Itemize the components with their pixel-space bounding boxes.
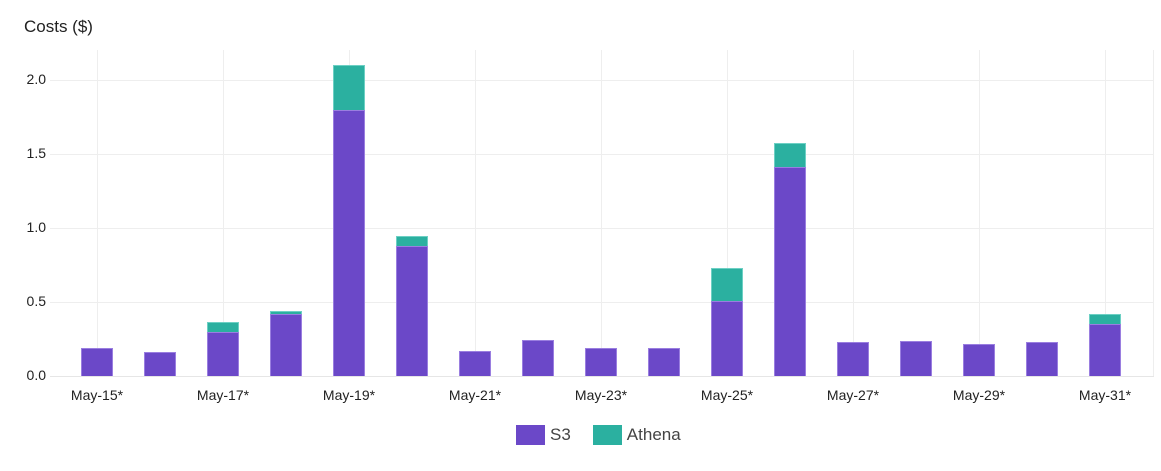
gridline-y-3	[50, 154, 1154, 155]
bar-May-16[interactable]	[144, 50, 176, 376]
x-tick-label: May-25*	[700, 387, 754, 403]
bar-May-25[interactable]	[711, 50, 743, 376]
legend-label: Athena	[626, 425, 681, 444]
bar-May-23[interactable]	[585, 50, 617, 376]
bar-May-20[interactable]	[396, 50, 428, 376]
bar-May-17[interactable]	[207, 50, 239, 376]
bar-segment-s3[interactable]	[1089, 324, 1121, 376]
legend-swatch	[592, 425, 622, 445]
x-tick-label: May-31*	[1078, 387, 1132, 403]
bar-segment-athena[interactable]	[711, 267, 743, 301]
x-tick-label: May-29*	[952, 387, 1006, 403]
gridline-x	[1105, 50, 1106, 376]
bar-May-19[interactable]	[333, 50, 365, 376]
bar-segment-s3[interactable]	[585, 347, 617, 376]
gridline-x	[601, 50, 602, 376]
bar-May-21[interactable]	[459, 50, 491, 376]
gridline-x	[97, 50, 98, 376]
legend: S3 Athena	[516, 425, 703, 445]
bar-segment-athena[interactable]	[1089, 313, 1121, 325]
gridline-x	[979, 50, 980, 376]
x-tick-label: May-27*	[826, 387, 880, 403]
y-tick-label: 0.0	[26, 367, 46, 383]
bar-May-26[interactable]	[774, 50, 806, 376]
bar-segment-s3[interactable]	[396, 245, 428, 376]
x-tick-label: May-17*	[196, 387, 250, 403]
bar-May-18[interactable]	[270, 50, 302, 376]
bar-May-29[interactable]	[963, 50, 995, 376]
bar-segment-s3[interactable]	[270, 313, 302, 376]
bar-segment-s3[interactable]	[711, 300, 743, 376]
bar-segment-s3[interactable]	[963, 344, 995, 376]
bar-May-30[interactable]	[1026, 50, 1058, 376]
bar-segment-s3[interactable]	[459, 350, 491, 376]
bar-segment-s3[interactable]	[1026, 341, 1058, 376]
bar-May-15[interactable]	[81, 50, 113, 376]
bar-May-22[interactable]	[522, 50, 554, 376]
legend-item-s3[interactable]: S3	[516, 425, 571, 445]
y-tick-label: 0.5	[26, 293, 46, 309]
gridline-y-1	[50, 302, 1154, 303]
gridline-y-2	[50, 228, 1154, 229]
x-tick-label: May-15*	[70, 387, 124, 403]
gridline-x	[223, 50, 224, 376]
bar-segment-s3[interactable]	[333, 109, 365, 376]
gridline-x	[853, 50, 854, 376]
legend-item-athena[interactable]: Athena	[592, 425, 681, 445]
bar-segment-s3[interactable]	[648, 347, 680, 376]
bar-segment-s3[interactable]	[81, 347, 113, 376]
legend-label: S3	[550, 425, 571, 444]
y-tick-label: 1.5	[26, 145, 46, 161]
bar-segment-s3[interactable]	[522, 339, 554, 376]
plot-area	[50, 50, 1154, 377]
bar-segment-athena[interactable]	[270, 310, 302, 314]
bar-segment-s3[interactable]	[207, 331, 239, 376]
x-tick-label: May-23*	[574, 387, 628, 403]
bar-segment-athena[interactable]	[333, 65, 365, 110]
bar-segment-s3[interactable]	[837, 341, 869, 376]
bar-segment-s3[interactable]	[774, 167, 806, 376]
bar-segment-athena[interactable]	[774, 142, 806, 168]
bar-segment-athena[interactable]	[207, 321, 239, 332]
chart-title: Costs ($)	[24, 17, 93, 36]
legend-swatch	[516, 425, 545, 445]
bar-May-31[interactable]	[1089, 50, 1121, 376]
bar-segment-athena[interactable]	[396, 236, 428, 246]
bar-segment-s3[interactable]	[144, 352, 176, 376]
gridline-y-4	[50, 80, 1154, 81]
bar-May-27[interactable]	[837, 50, 869, 376]
bar-segment-s3[interactable]	[900, 341, 932, 376]
x-tick-label: May-21*	[448, 387, 502, 403]
gridline-y-0	[50, 376, 1154, 377]
gridline-x	[727, 50, 728, 376]
x-tick-label: May-19*	[322, 387, 376, 403]
y-tick-label: 1.0	[26, 219, 46, 235]
gridline-x	[475, 50, 476, 376]
y-tick-label: 2.0	[26, 71, 46, 87]
gridline-x	[1153, 50, 1154, 376]
bar-May-24[interactable]	[648, 50, 680, 376]
bar-May-28[interactable]	[900, 50, 932, 376]
